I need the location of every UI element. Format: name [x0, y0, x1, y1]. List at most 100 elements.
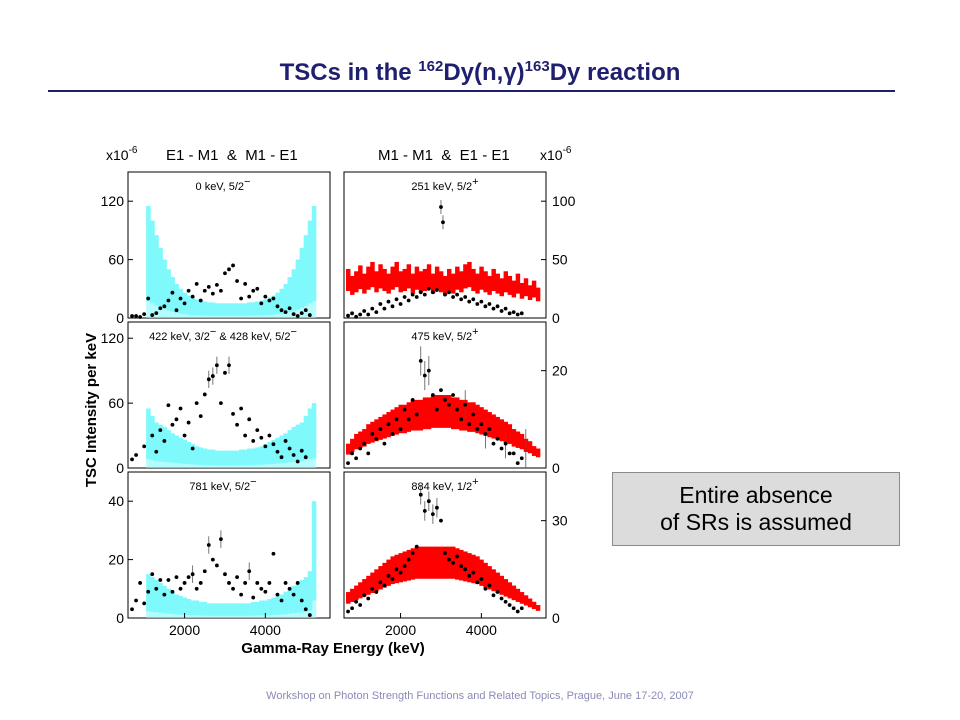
data-point: [263, 589, 268, 594]
fill-bar: [418, 271, 424, 293]
data-point: [299, 598, 304, 603]
y-tick-label: 20: [108, 552, 124, 568]
fill-bar-lower: [198, 601, 204, 618]
data-point: [515, 461, 520, 466]
fill-bar-lower: [267, 442, 272, 468]
fill-bar: [402, 404, 408, 434]
data-point: [174, 575, 179, 580]
data-point: [406, 298, 411, 303]
data-point: [479, 577, 484, 581]
fill-bar: [475, 273, 480, 294]
fill-bar-lower: [162, 585, 167, 618]
fill-bar: [495, 273, 500, 294]
data-point: [366, 596, 371, 601]
data-point: [511, 451, 516, 456]
fill-bar-lower: [239, 603, 244, 618]
fill-bar: [366, 266, 371, 290]
data-point: [251, 595, 256, 600]
data-point: [170, 589, 175, 594]
data-point: [287, 306, 292, 311]
fill-bar-lower: [170, 277, 175, 318]
fill-bar-lower: [243, 603, 248, 618]
fill-bar: [455, 548, 460, 580]
fill-bar-lower: [247, 448, 252, 468]
fill-bar: [374, 569, 379, 592]
data-point: [382, 441, 387, 446]
panel-level-text: 781 keV, 5/2: [189, 481, 250, 493]
fill-bar: [362, 579, 367, 597]
fill-bar-lower: [279, 288, 284, 318]
data-point: [198, 298, 203, 303]
fill-bar: [451, 397, 456, 430]
fill-bar: [447, 546, 452, 579]
data-point: [402, 407, 407, 412]
panel-label: 884 keV, 1/2+: [411, 476, 478, 493]
data-point: [166, 578, 171, 582]
fill-bar-lower: [198, 447, 204, 468]
panel-level-text: 251 keV, 5/2: [411, 181, 472, 193]
fill-bar-lower: [226, 450, 232, 468]
fill-bar: [362, 429, 367, 447]
data-point: [443, 397, 447, 402]
y-tick-label: 0: [116, 310, 124, 326]
panel-label: 422 keV, 3/2− & 428 keV, 5/2−: [149, 326, 297, 343]
fill-bar: [483, 271, 488, 293]
data-point: [435, 505, 439, 510]
data-point: [451, 393, 455, 397]
data-point: [370, 306, 375, 311]
data-point: [354, 314, 359, 319]
fill-bar: [410, 548, 416, 580]
title-target-text: Dy(n,γ): [443, 59, 525, 86]
fill-bar-lower: [267, 599, 272, 618]
fill-bar: [422, 546, 428, 579]
data-point: [422, 373, 427, 378]
data-point: [426, 286, 431, 291]
fill-bar-lower: [263, 600, 268, 618]
data-point: [146, 589, 151, 594]
data-point: [499, 309, 504, 313]
fill-bar-lower: [190, 600, 196, 618]
fill-bar-lower: [283, 433, 288, 468]
data-point: [134, 598, 138, 603]
right-panel-header: M1 - M1 & E1 - E1: [378, 147, 510, 164]
data-point: [283, 581, 288, 585]
data-point: [259, 586, 264, 591]
data-point: [447, 290, 451, 295]
fill-bar-lower: [186, 599, 192, 618]
sr-absence-callout: Entire absence of SRs is assumed: [612, 472, 900, 546]
fill-bar: [527, 598, 533, 608]
fill-bar: [374, 419, 379, 442]
fill-bar: [471, 402, 476, 432]
y-tick-label: 120: [101, 330, 125, 346]
data-point: [231, 263, 235, 268]
data-point: [390, 304, 395, 309]
data-point: [279, 598, 284, 603]
right-scale-label: x10-6: [540, 145, 572, 163]
callout-line-1: Entire absence: [679, 482, 833, 508]
data-point: [398, 570, 403, 575]
title-prefix: TSCs in the: [279, 59, 419, 86]
data-point: [267, 433, 272, 438]
data-point: [279, 308, 284, 313]
data-point: [362, 441, 367, 446]
fill-bar-lower: [291, 426, 297, 468]
data-point: [410, 292, 415, 297]
fill-bar: [523, 278, 529, 297]
panel-parity: +: [472, 176, 478, 188]
data-point: [346, 461, 350, 466]
data-point: [162, 439, 167, 443]
data-point: [235, 575, 239, 580]
fill-bar: [491, 268, 496, 292]
data-point: [459, 564, 464, 568]
fill-bar-lower: [299, 422, 305, 468]
data-point: [346, 609, 350, 614]
fill-bar-lower: [174, 594, 179, 618]
fill-bar-lower: [251, 302, 256, 318]
fill-bar-lower: [243, 449, 248, 468]
data-point: [414, 295, 419, 299]
fill-bar: [475, 404, 480, 434]
fill-bar-lower: [251, 601, 256, 618]
fill-bar-lower: [150, 220, 155, 318]
data-point: [170, 422, 175, 427]
fill-bar-lower: [226, 603, 232, 618]
